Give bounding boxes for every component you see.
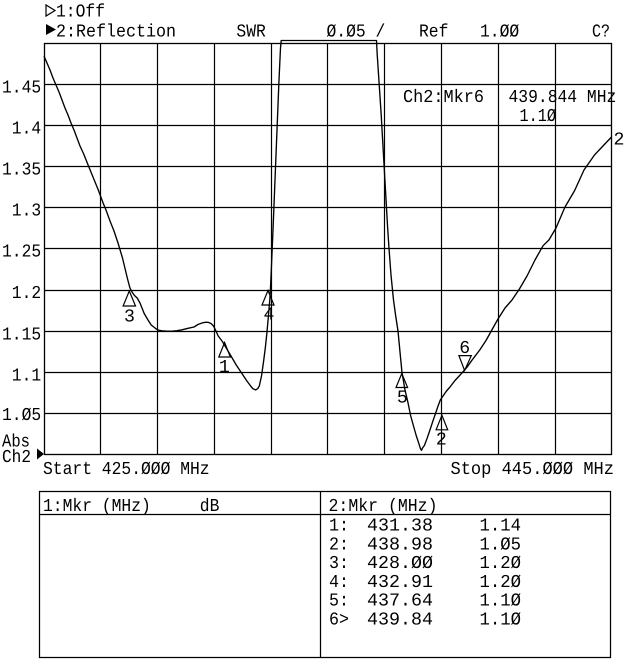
svg-text:1:: 1: (329, 517, 349, 537)
svg-text:1: 1 (219, 358, 230, 378)
svg-text:Ref: Ref (419, 23, 448, 43)
svg-text:6>: 6> (329, 611, 349, 631)
svg-text:2: 2 (614, 130, 625, 150)
svg-text:2:: 2: (329, 535, 349, 555)
svg-text:1:Off: 1:Off (56, 3, 105, 23)
svg-text:6: 6 (459, 339, 470, 359)
svg-text:1.1Ø: 1.1Ø (480, 592, 522, 612)
svg-text:1.1Ø: 1.1Ø (520, 107, 557, 127)
svg-text:5: 5 (397, 389, 408, 409)
svg-text:1.2: 1.2 (12, 284, 41, 304)
svg-text:Start 425.ØØØ MHz: Start 425.ØØØ MHz (43, 460, 210, 480)
svg-text:5:: 5: (329, 592, 349, 612)
svg-text:3:: 3: (329, 554, 349, 574)
svg-text:Abs: Abs (2, 432, 30, 452)
svg-text:1.4: 1.4 (12, 120, 41, 140)
svg-text:438.98: 438.98 (367, 535, 433, 555)
svg-text:2:Reflection: 2:Reflection (56, 23, 176, 43)
svg-text:437.64: 437.64 (367, 592, 433, 612)
svg-text:431.38: 431.38 (367, 517, 433, 537)
svg-text:1.1: 1.1 (12, 367, 41, 387)
svg-text:1.2Ø: 1.2Ø (480, 554, 522, 574)
svg-text:4:: 4: (329, 573, 349, 593)
svg-text:C?: C? (592, 23, 610, 43)
svg-text:Ø.Ø5 /: Ø.Ø5 / (327, 23, 386, 43)
svg-text:3: 3 (124, 307, 135, 327)
svg-text:Ch2: Ch2 (2, 448, 31, 468)
svg-text:1.15: 1.15 (2, 326, 41, 346)
svg-text:439.84: 439.84 (367, 611, 433, 631)
svg-text:4: 4 (264, 306, 275, 326)
svg-text:1.25: 1.25 (2, 243, 41, 263)
svg-text:1:Mkr (MHz) dB: 1:Mkr (MHz) dB (43, 497, 219, 517)
svg-text:SWR: SWR (236, 23, 265, 43)
svg-text:1.ØØ: 1.ØØ (480, 23, 519, 43)
svg-text:2:Mkr (MHz): 2:Mkr (MHz) (329, 497, 438, 517)
svg-text:1.Ø5: 1.Ø5 (480, 535, 522, 555)
svg-text:Stop 445.ØØØ MHz: Stop 445.ØØØ MHz (451, 460, 615, 480)
svg-text:432.91: 432.91 (367, 573, 433, 593)
svg-text:1.3: 1.3 (12, 202, 41, 222)
svg-text:1.1Ø: 1.1Ø (480, 611, 522, 631)
svg-text:Ch2:Mkr6: Ch2:Mkr6 (403, 88, 484, 108)
svg-text:1.14: 1.14 (480, 517, 522, 537)
svg-text:428.ØØ: 428.ØØ (367, 554, 433, 574)
svg-text:439.844 MHz: 439.844 MHz (509, 88, 617, 108)
svg-text:1.2Ø: 1.2Ø (480, 573, 522, 593)
svg-text:2: 2 (436, 431, 447, 451)
svg-text:1.Ø5: 1.Ø5 (2, 406, 41, 426)
svg-text:1.35: 1.35 (2, 161, 41, 181)
svg-text:1.45: 1.45 (2, 79, 41, 99)
